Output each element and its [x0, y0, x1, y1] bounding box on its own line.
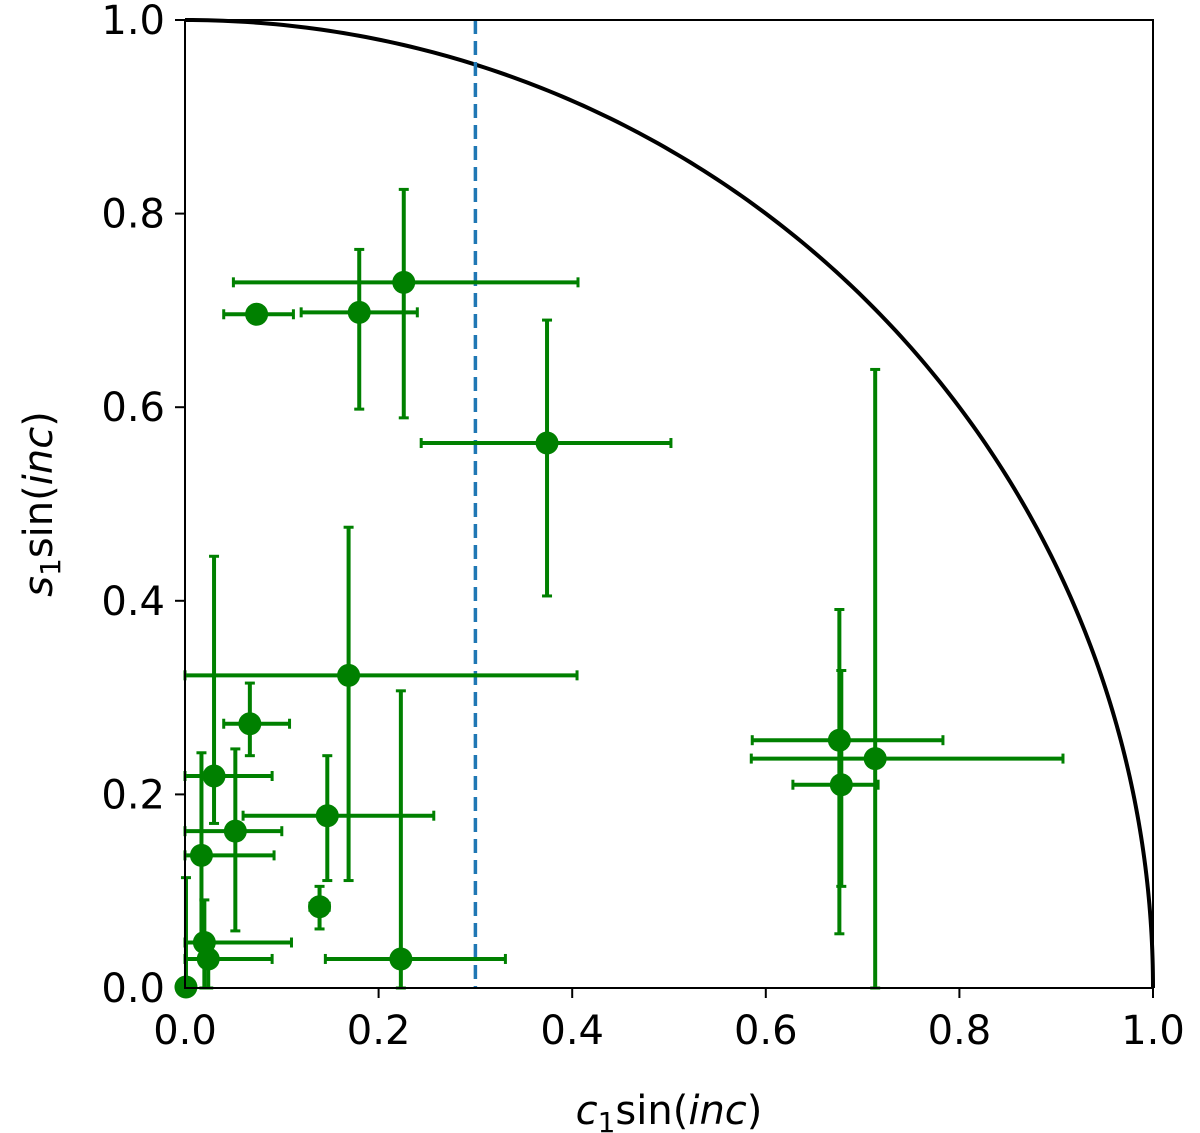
data-point-group	[183, 525, 579, 883]
data-point-group	[419, 318, 673, 598]
data-point	[223, 819, 247, 843]
y-axis-ticks: 0.0 0.2 0.4 0.6 0.8 1.0	[101, 0, 185, 1012]
data-point	[315, 804, 339, 828]
data-point	[189, 843, 213, 867]
data-point-group	[222, 302, 295, 326]
y-axis-label: s1sin(inc)	[16, 411, 67, 597]
data-point-group	[183, 554, 274, 825]
x-axis-ticks: 0.0 0.2 0.4 0.6 0.8 1.0	[153, 988, 1185, 1054]
data-series	[174, 18, 1155, 999]
data-point	[238, 712, 262, 736]
data-point-group	[183, 751, 276, 951]
data-point	[392, 270, 416, 294]
x-tick-label: 1.0	[1121, 1008, 1185, 1054]
y-tick-label: 0.6	[101, 385, 165, 431]
data-point	[535, 431, 559, 455]
x-tick-label: 0.4	[540, 1008, 604, 1054]
y-tick-label: 0.4	[101, 579, 165, 625]
data-point	[202, 764, 226, 788]
y-tick-label: 1.0	[101, 0, 165, 44]
data-point	[196, 947, 220, 971]
y-tick-label: 0.2	[101, 772, 165, 818]
data-point-group	[749, 367, 1065, 990]
y-tick-label: 0.8	[101, 192, 165, 238]
data-point-group	[750, 608, 945, 936]
plot-frame	[184, 19, 1154, 989]
data-point	[245, 302, 269, 326]
data-point-group	[299, 247, 419, 411]
x-tick-label: 0.2	[347, 1008, 411, 1054]
data-point	[337, 663, 361, 687]
y-tick-label: 0.0	[101, 966, 165, 1012]
data-point	[863, 747, 887, 771]
data-point-group	[222, 681, 292, 758]
data-point-group	[308, 884, 332, 931]
data-point-group	[231, 187, 580, 420]
x-tick-label: 0.6	[734, 1008, 798, 1054]
data-point	[829, 773, 853, 797]
unit-circle-curve	[184, 18, 1155, 989]
data-point	[389, 947, 413, 971]
x-axis-label: c1sin(inc)	[576, 1088, 763, 1133]
data-point	[308, 895, 332, 919]
x-tick-label: 0.0	[153, 1008, 217, 1054]
data-point-group	[183, 947, 274, 990]
data-point-group	[791, 668, 880, 888]
data-point-group	[323, 689, 507, 990]
x-tick-label: 0.8	[928, 1008, 992, 1054]
data-point	[347, 300, 371, 324]
